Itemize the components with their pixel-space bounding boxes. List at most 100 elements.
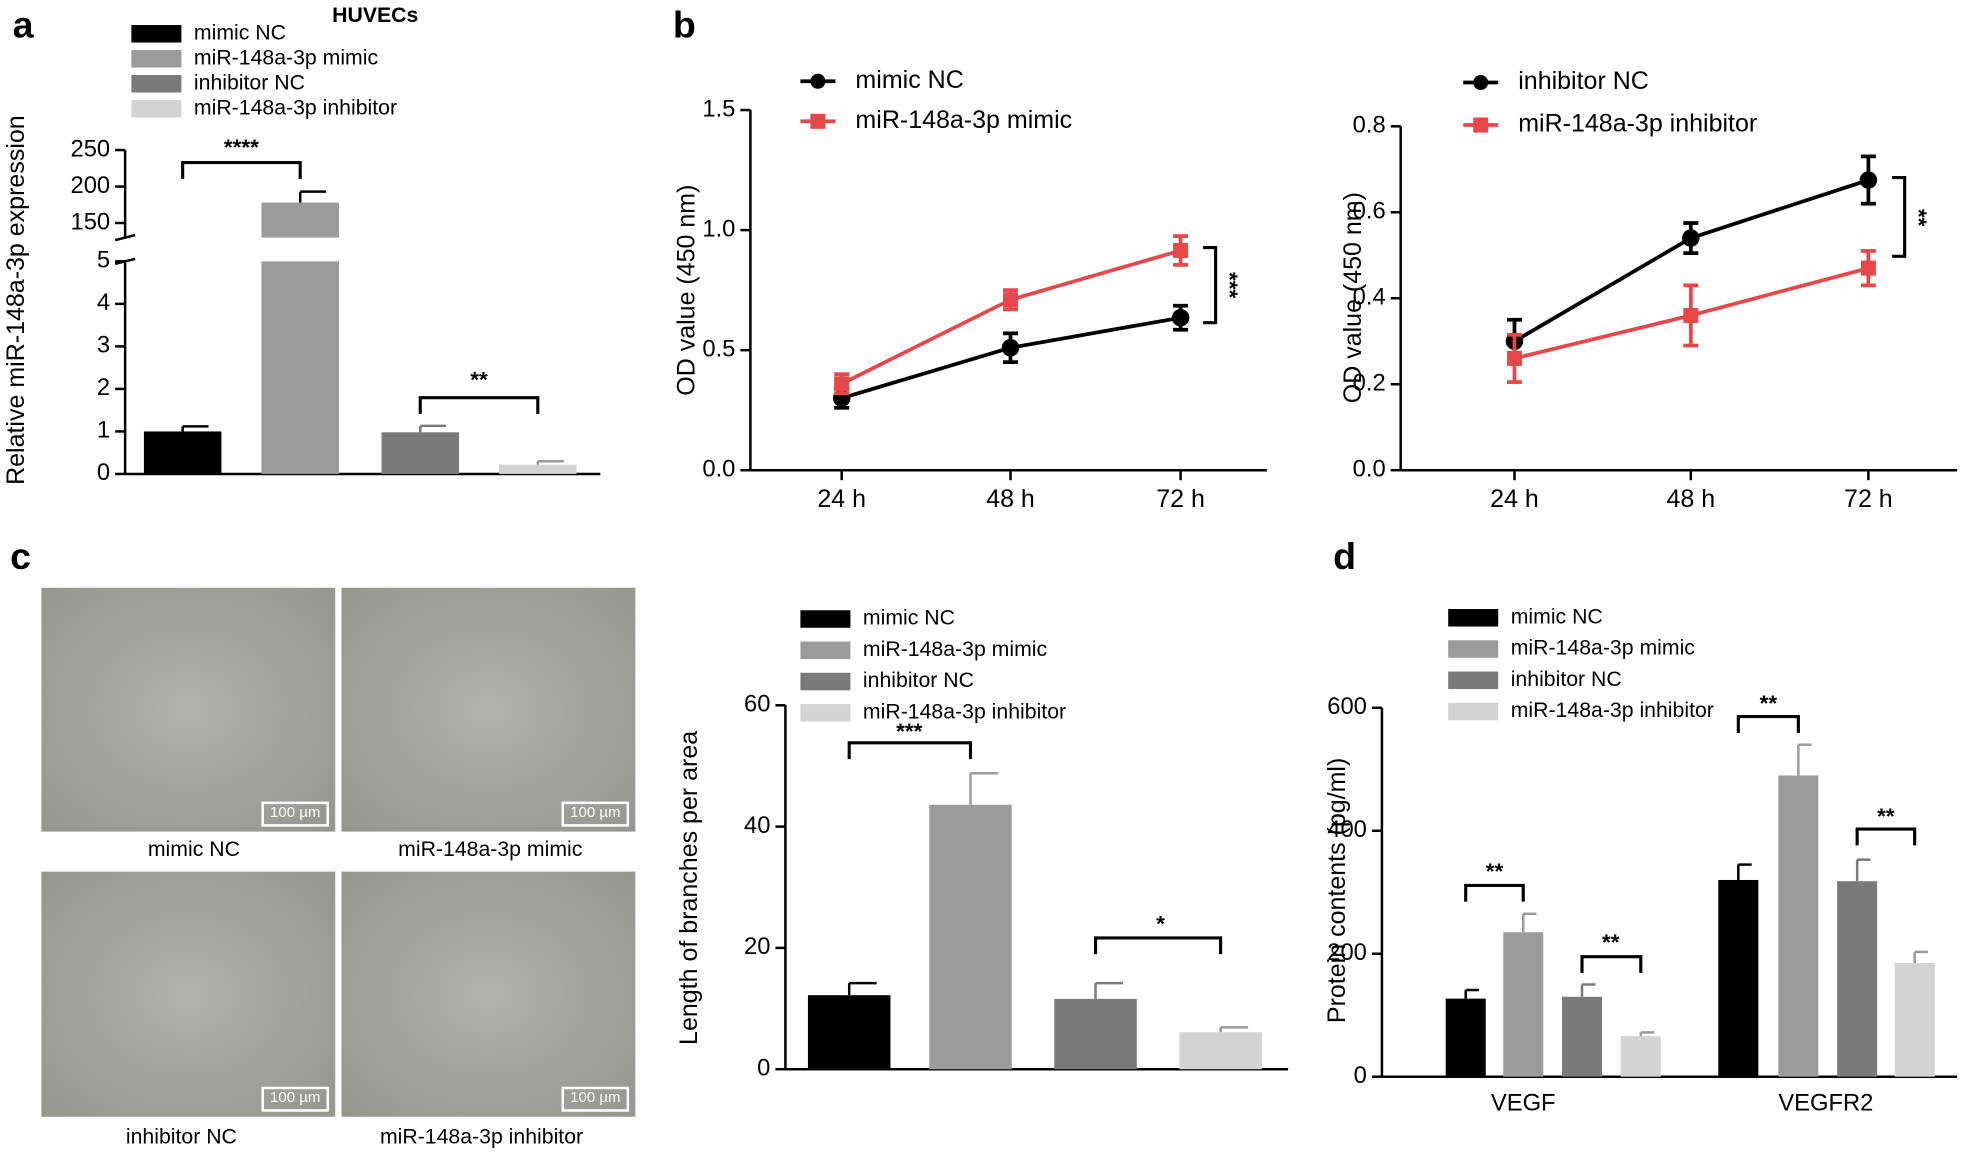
legend-label: inhibitor NC: [194, 70, 305, 94]
bar: [1503, 932, 1544, 1077]
legend-marker: [810, 113, 826, 129]
y-tick-label: 0.2: [1353, 370, 1386, 397]
legend-label: inhibitor NC: [863, 668, 974, 692]
bar: [1894, 962, 1935, 1077]
legend-swatch: [800, 610, 851, 628]
legend-label: miR-148a-3p mimic: [194, 45, 379, 69]
panel-label: a: [13, 3, 35, 45]
chart-title: HUVECs: [332, 3, 418, 27]
y-axis-label: Length of branches per area: [675, 731, 703, 1045]
micrograph-caption: miR-148a-3p inhibitor: [380, 1125, 583, 1149]
x-tick-label: 48 h: [986, 485, 1035, 513]
y-axis-label: Protein contents (pg/ml): [1323, 758, 1351, 1023]
significance-label: *: [1156, 911, 1165, 936]
significance-label: **: [1877, 804, 1895, 829]
legend-label: mimic NC: [194, 20, 286, 44]
significance-label: **: [470, 367, 488, 392]
y-axis-label: Relative miR-148a-3p expression: [2, 115, 30, 485]
significance-bracket: [847, 741, 973, 760]
legend-swatch: [131, 100, 182, 118]
y-tick-label: 2: [97, 374, 110, 401]
legend-label: miR-148a-3p mimic: [1511, 636, 1696, 660]
significance-label: **: [1602, 930, 1620, 955]
legend-swatch: [131, 75, 182, 93]
legend-swatch: [131, 25, 182, 43]
significance-label: ***: [1217, 272, 1242, 299]
significance-label: **: [1906, 209, 1931, 227]
x-tick-label: 72 h: [1156, 485, 1205, 513]
x-tick-label: VEGFR2: [1778, 1090, 1873, 1117]
y-tick-label: 0.4: [1353, 284, 1386, 311]
y-tick-label: 0.6: [1353, 198, 1386, 225]
y-tick-label: 250: [70, 135, 110, 162]
y-tick-label: 40: [744, 812, 770, 839]
legend-label: miR-148a-3p inhibitor: [1511, 698, 1714, 722]
legend-label: miR-148a-3p inhibitor: [1518, 110, 1757, 138]
y-tick-label: 600: [1327, 693, 1367, 720]
micrograph: [41, 871, 336, 1117]
scale-bar: [261, 801, 329, 827]
scale-bar-label: 100 µm: [270, 804, 320, 821]
legend-swatch: [800, 641, 851, 660]
y-tick-label: 0: [757, 1054, 770, 1081]
micrographs: mimic NC miR-148a-3p mimic inhibitor NC …: [41, 587, 636, 1149]
y-tick-label: 0: [97, 459, 110, 486]
y-tick-label: 3: [97, 332, 110, 359]
axis-break: [114, 233, 136, 242]
scale-bar-label: 100 µm: [270, 1089, 320, 1106]
y-tick-label: 1.5: [702, 95, 735, 122]
scale-bar-label: 100 µm: [570, 804, 620, 821]
bar: [381, 432, 460, 474]
scale-bar: [261, 1086, 329, 1112]
bar: [1054, 998, 1137, 1070]
x-tick-label: 24 h: [1490, 485, 1539, 513]
y-tick-label: 200: [70, 172, 110, 199]
y-tick-label: 0.0: [1353, 455, 1386, 482]
y-tick-label: 150: [70, 208, 110, 235]
legend-swatch: [1448, 609, 1499, 627]
legend-swatch: [800, 704, 851, 722]
y-tick-label: 4: [97, 289, 110, 316]
y-tick-label: 20: [744, 933, 770, 960]
micrograph-caption: miR-148a-3p mimic: [398, 837, 583, 861]
bar: [1445, 998, 1486, 1077]
data-point: [1173, 243, 1189, 259]
significance-bracket: [1580, 955, 1643, 973]
y-tick-label: 1.0: [702, 215, 735, 242]
micrograph: [341, 587, 636, 832]
significance-bracket: [1464, 883, 1525, 902]
significance-bracket: [1736, 714, 1800, 733]
data-point: [1506, 350, 1522, 366]
bar: [1718, 879, 1759, 1077]
y-tick-label: 0: [1354, 1062, 1367, 1089]
y-tick-label: 60: [744, 691, 770, 718]
y-tick-label: 0.5: [702, 335, 735, 362]
bar: [1778, 775, 1819, 1077]
micrograph-caption: mimic NC: [148, 837, 240, 861]
bar: [807, 995, 891, 1070]
micrograph-caption: inhibitor NC: [126, 1125, 237, 1149]
legend-label: inhibitor NC: [1518, 67, 1649, 95]
y-axis-label: OD value (450 nm): [1339, 192, 1367, 403]
data-point: [1859, 171, 1878, 189]
micrograph: [41, 587, 336, 832]
x-tick-label: 24 h: [817, 485, 866, 513]
bar: [929, 804, 1012, 1070]
data-point: [1860, 260, 1876, 276]
y-tick-label: 0.0: [702, 455, 735, 482]
legend-marker: [810, 73, 826, 89]
bar: [1837, 881, 1878, 1077]
legend-swatch: [131, 50, 182, 68]
axis-break: [114, 257, 136, 266]
legend-label: mimic NC: [855, 66, 963, 94]
legend-label: miR-148a-3p inhibitor: [863, 699, 1066, 723]
panel-label: d: [1333, 535, 1356, 577]
y-tick-label: 5: [97, 247, 110, 274]
significance-label: ***: [896, 719, 923, 744]
bar: [1179, 1032, 1262, 1070]
legend-label: miR-148a-3p mimic: [863, 637, 1048, 661]
legend-swatch: [800, 672, 851, 691]
bar: [261, 261, 339, 474]
y-axis-label: OD value (450 nm): [672, 185, 700, 396]
